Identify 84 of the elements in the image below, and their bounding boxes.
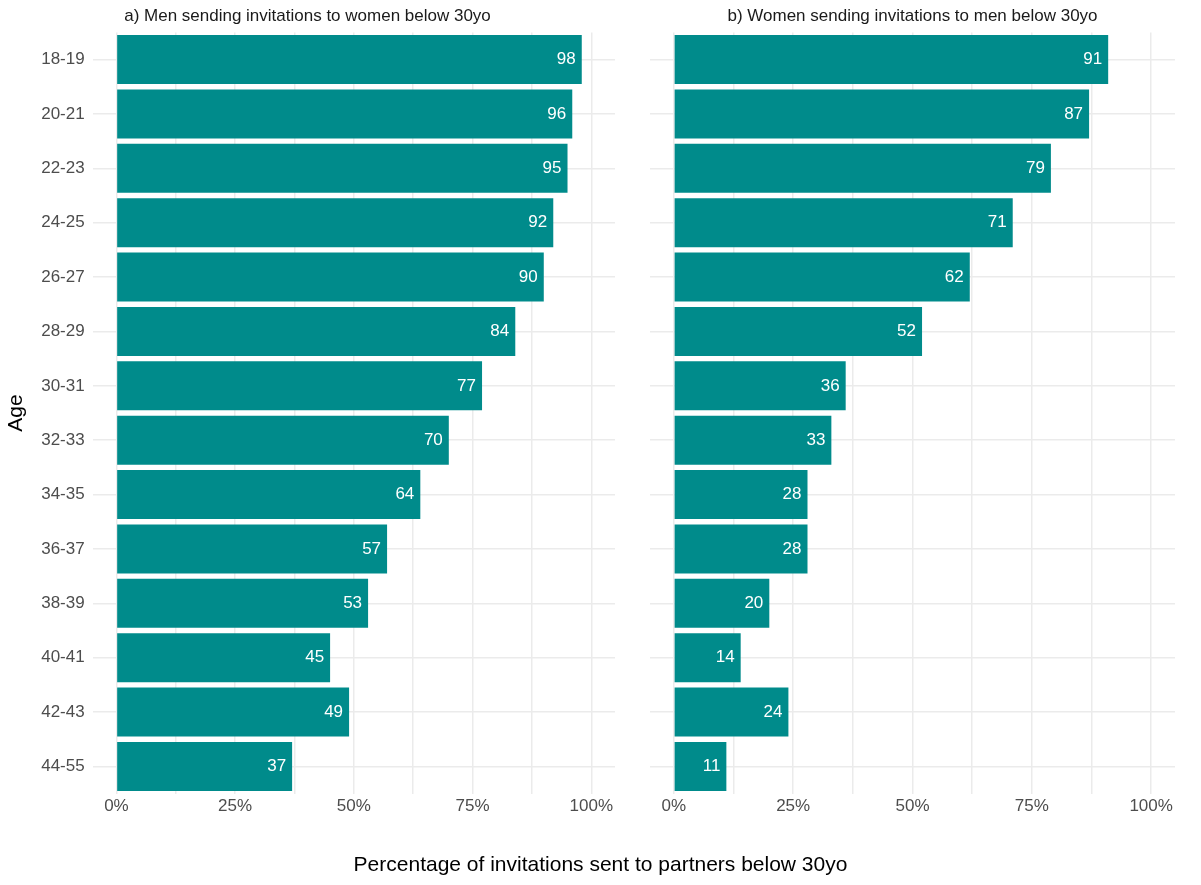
y-tick-label: 22-23	[41, 158, 85, 178]
bar	[674, 633, 741, 683]
data-label: 33	[806, 429, 826, 449]
x-tick-label: 50%	[336, 796, 371, 816]
bar	[674, 306, 923, 356]
y-tick-label: 24-25	[41, 212, 85, 232]
data-label: 14	[715, 647, 735, 667]
data-label: 77	[457, 375, 477, 395]
bar	[117, 35, 582, 85]
y-tick-label: 34-35	[41, 484, 85, 504]
chart-title: a) Men sending invitations to women below 30yo	[124, 5, 491, 25]
y-tick-label: 42-43	[41, 701, 85, 721]
bar	[674, 361, 846, 411]
bar	[674, 524, 808, 574]
bar	[674, 89, 1090, 139]
data-label: 57	[362, 538, 382, 558]
data-label: 28	[782, 484, 802, 504]
bar	[674, 143, 1051, 193]
bar	[674, 252, 970, 302]
bar	[674, 741, 727, 791]
chart-title: b) Women sending invitations to men below 30yo	[727, 5, 1098, 25]
x-tick-label: 100%	[1129, 796, 1173, 816]
data-label: 28	[782, 538, 802, 558]
x-tick-label: 100%	[569, 796, 613, 816]
x-tick-label: 25%	[218, 796, 253, 816]
y-tick-label: 30-31	[41, 375, 85, 395]
data-label: 96	[547, 103, 567, 123]
bar	[674, 470, 808, 520]
data-label: 53	[343, 592, 363, 612]
bar	[117, 361, 483, 411]
data-label: 79	[1025, 158, 1045, 178]
data-label: 70	[423, 429, 443, 449]
data-label: 37	[267, 756, 287, 776]
x-tick-label: 25%	[776, 796, 811, 816]
data-label: 20	[744, 592, 764, 612]
data-label: 49	[324, 701, 344, 721]
y-tick-label: 20-21	[41, 103, 85, 123]
bar	[674, 415, 832, 465]
y-tick-label: 32-33	[41, 429, 85, 449]
data-label: 64	[395, 484, 415, 504]
x-tick-label: 75%	[455, 796, 490, 816]
data-label: 98	[556, 49, 576, 69]
data-label: 90	[518, 266, 538, 286]
data-label: 95	[542, 158, 562, 178]
data-label: 24	[763, 701, 783, 721]
y-tick-label: 38-39	[41, 592, 85, 612]
bar	[674, 35, 1109, 85]
bar	[117, 198, 554, 248]
bar	[117, 524, 388, 574]
data-label: 87	[1064, 103, 1084, 123]
y-tick-label: 44-55	[41, 756, 85, 776]
bar	[117, 143, 568, 193]
bar	[117, 687, 350, 737]
y-tick-label: 18-19	[41, 49, 85, 69]
bar	[117, 741, 293, 791]
bar	[117, 252, 544, 302]
y-axis-title: Age	[3, 394, 27, 432]
data-label: 91	[1083, 49, 1103, 69]
bar	[117, 633, 331, 683]
bar	[674, 687, 789, 737]
bar	[674, 578, 770, 628]
data-label: 45	[305, 647, 325, 667]
x-axis-title: Percentage of invitations sent to partners below 30yo	[352, 852, 849, 876]
data-label: 11	[702, 756, 721, 776]
x-tick-label: 0%	[661, 796, 687, 816]
y-tick-label: 36-37	[41, 538, 85, 558]
bar	[117, 470, 421, 520]
x-tick-label: 0%	[104, 796, 129, 816]
data-label: 71	[987, 212, 1007, 232]
bar	[117, 306, 516, 356]
y-tick-label: 26-27	[41, 266, 85, 286]
data-label: 52	[897, 321, 917, 341]
x-tick-label: 50%	[895, 796, 930, 816]
data-label: 92	[528, 212, 548, 232]
data-label: 62	[944, 266, 964, 286]
data-label: 84	[490, 321, 510, 341]
bar	[117, 89, 573, 139]
bar	[674, 198, 1013, 248]
bar	[117, 578, 369, 628]
bar	[117, 415, 449, 465]
data-label: 36	[820, 375, 840, 395]
x-tick-label: 75%	[1014, 796, 1049, 816]
y-tick-label: 40-41	[41, 647, 85, 667]
y-tick-label: 28-29	[41, 321, 85, 341]
